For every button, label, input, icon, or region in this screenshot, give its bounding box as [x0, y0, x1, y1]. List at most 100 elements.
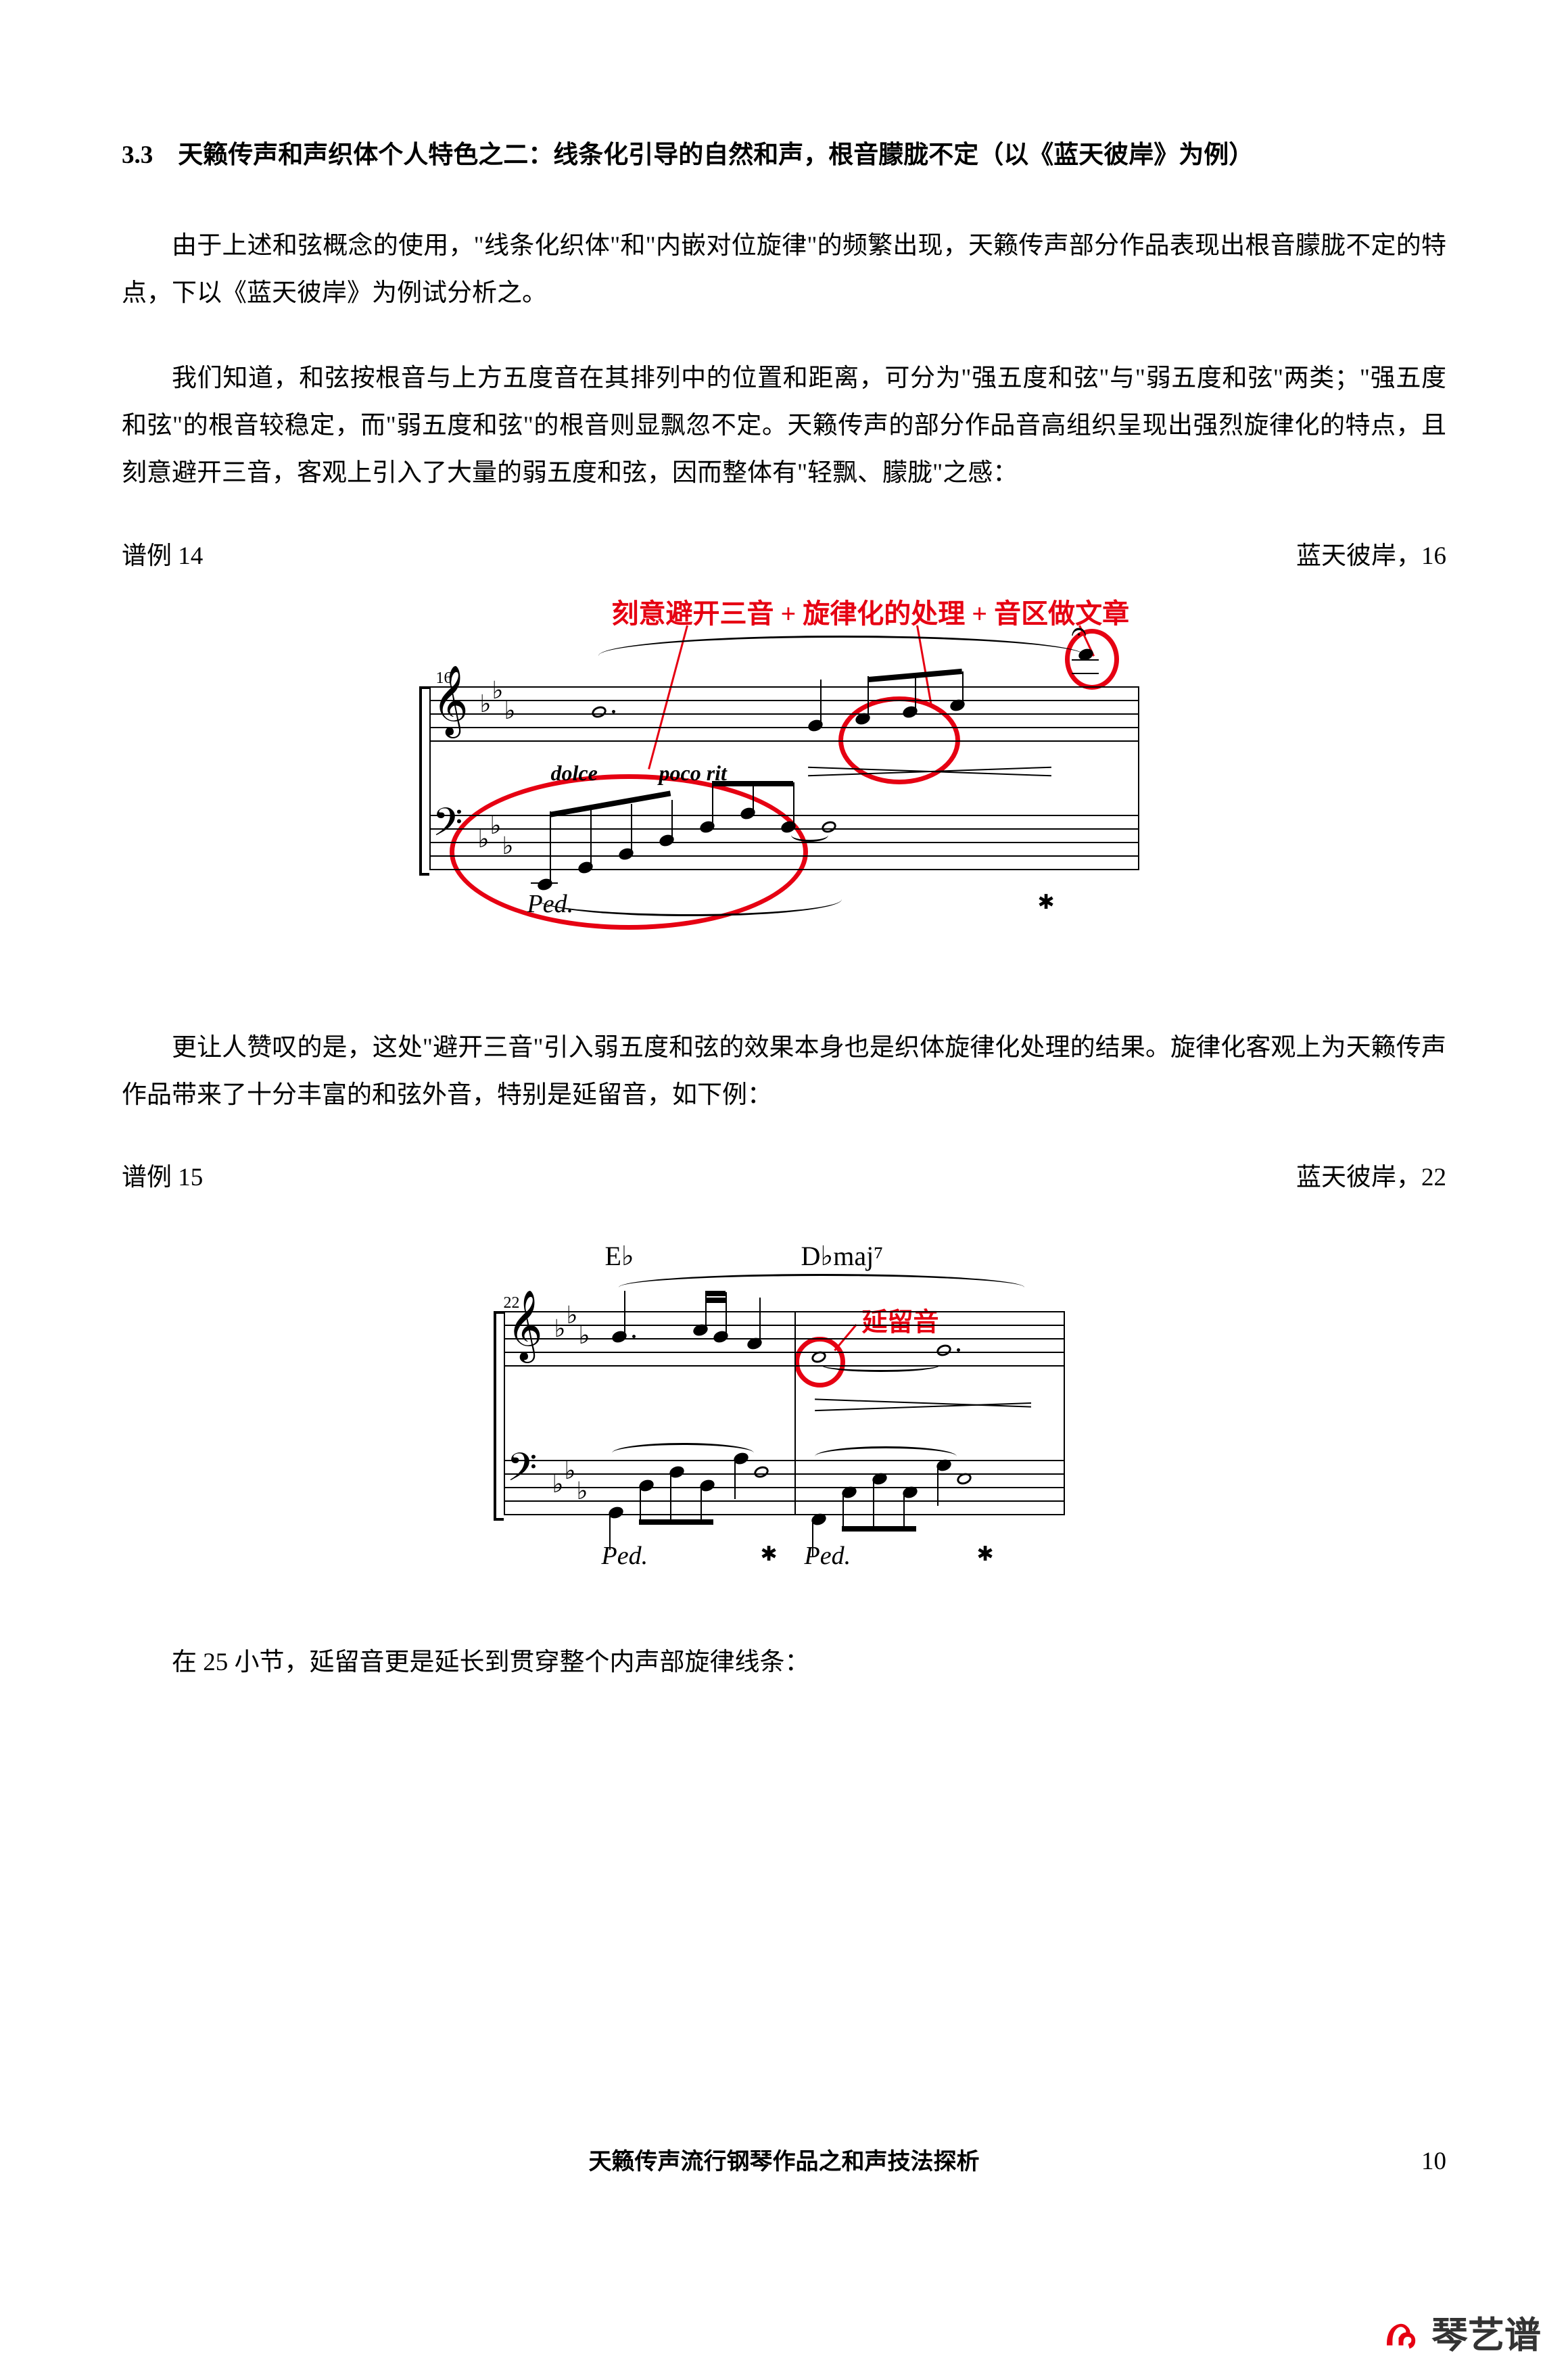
stem — [734, 1458, 736, 1499]
dot — [957, 1348, 960, 1352]
staff-line — [429, 700, 1139, 701]
section-number: 3.3 — [122, 141, 153, 169]
stem — [820, 680, 822, 724]
music-example-15: E♭ D♭maj⁷ 延留音 22 — [122, 1213, 1446, 1585]
bass-clef-icon: 𝄢 — [507, 1446, 538, 1500]
beam — [639, 1519, 713, 1525]
paragraph-3: 更让人赞叹的是，这处"避开三音"引入弱五度和弦的效果本身也是织体旋律化处理的结果… — [122, 1024, 1446, 1120]
key-signature-flat: ♭ — [577, 1477, 588, 1505]
key-signature-flat: ♭ — [504, 696, 516, 725]
staff-line — [429, 740, 1139, 742]
stem — [624, 1291, 625, 1335]
page-number: 10 — [1421, 2147, 1446, 2176]
stem — [712, 782, 713, 825]
pedal-mark: Ped. — [602, 1541, 648, 1571]
stem — [759, 1298, 761, 1342]
logo-text: 琴艺谱 — [1431, 2305, 1541, 2358]
example-14-source: 蓝天彼岸，16 — [1296, 535, 1446, 571]
note — [752, 1465, 769, 1480]
key-signature-flat: ♭ — [502, 832, 514, 860]
staff-line — [504, 1460, 1065, 1461]
staff-line — [504, 1365, 1065, 1367]
staff-bracket — [494, 1311, 504, 1521]
bass-staff-15: 𝄢 ♭ ♭ ♭ — [504, 1460, 1065, 1527]
note — [934, 1343, 952, 1358]
example-15-header: 谱例 15 蓝天彼岸，22 — [122, 1156, 1446, 1193]
section-heading: 3.3 天籁传声和声织体个人特色之二：线条化引导的自然和声，根音朦胧不定（以《蓝… — [122, 135, 1446, 175]
treble-clef-icon: 𝄞 — [433, 666, 469, 736]
treble-staff: 𝄞 ♭ ♭ ♭ — [429, 686, 1139, 754]
tie — [822, 1358, 940, 1372]
staff-line — [429, 815, 1139, 816]
treble-clef-icon: 𝄞 — [507, 1291, 543, 1361]
chord-symbol-dbmaj7: D♭maj⁷ — [801, 1240, 884, 1272]
key-signature-flat: ♭ — [565, 1456, 576, 1485]
music-score-15: E♭ D♭maj⁷ 延留音 22 — [504, 1213, 1065, 1585]
key-signature-flat: ♭ — [567, 1301, 578, 1329]
hairpin-dim-bottom — [815, 1402, 1031, 1411]
bass-staff: 𝄢 ♭ ♭ ♭ — [429, 815, 1139, 882]
annotation-text-14: 刻意避开三音 + 旋律化的处理 + 音区做文章 — [612, 592, 1130, 631]
logo-icon — [1377, 2308, 1425, 2356]
grand-staff-15: 𝄞 ♭ ♭ ♭ — [504, 1311, 1065, 1527]
example-14-label: 谱例 14 — [122, 535, 203, 571]
chord-symbol-eb: E♭ — [605, 1240, 634, 1272]
stem — [873, 1479, 874, 1529]
stem — [670, 1472, 671, 1523]
key-signature-flat: ♭ — [552, 1470, 564, 1498]
beam — [842, 1526, 916, 1532]
staff-line — [429, 727, 1139, 728]
pedal-release-icon: ✱ — [977, 1542, 994, 1566]
barline — [1064, 1311, 1065, 1514]
stem — [753, 782, 754, 811]
staff-line — [429, 686, 1139, 688]
section-title: 天籁传声和声织体个人特色之二：线条化引导的自然和声，根音朦胧不定（以《蓝天彼岸》… — [178, 141, 1254, 169]
staff-line — [429, 842, 1139, 843]
dynamic-dolce: dolce — [551, 761, 598, 786]
grand-staff-14: 𝄞 ♭ ♭ ♭ — [429, 686, 1139, 882]
key-signature-flat: ♭ — [579, 1321, 590, 1350]
ledger-line — [1072, 673, 1099, 674]
stem — [915, 674, 916, 710]
pedal-mark: Ped. — [805, 1541, 851, 1571]
bass-slur — [538, 882, 842, 916]
stem — [937, 1465, 939, 1506]
dot — [632, 1335, 636, 1338]
slur — [598, 636, 1085, 676]
staff-line — [429, 855, 1139, 857]
pedal-release-icon: ✱ — [761, 1542, 778, 1566]
staff-line — [504, 1514, 1065, 1515]
stem — [962, 671, 964, 703]
beam — [550, 790, 671, 817]
pedal-mark: Ped. — [527, 889, 574, 919]
ledger-line — [531, 882, 558, 884]
example-15-label: 谱例 15 — [122, 1156, 203, 1193]
music-score-14: 刻意避开三音 + 旋律化的处理 + 音区做文章 16 — [429, 592, 1139, 977]
stem — [903, 1492, 905, 1529]
stem — [671, 800, 673, 838]
document-page: 3.3 天籁传声和声织体个人特色之二：线条化引导的自然和声，根音朦胧不定（以《蓝… — [0, 0, 1568, 2372]
note — [610, 1329, 627, 1345]
treble-staff-15: 𝄞 ♭ ♭ ♭ — [504, 1311, 1065, 1379]
key-signature-flat: ♭ — [490, 811, 502, 840]
note — [657, 832, 675, 848]
stem — [640, 1486, 641, 1523]
staff-line — [504, 1311, 1065, 1312]
stem — [700, 1486, 702, 1523]
stem — [868, 676, 869, 717]
key-signature-flat: ♭ — [478, 825, 490, 853]
staff-line — [504, 1473, 1065, 1475]
dot — [612, 710, 615, 713]
key-signature-flat: ♭ — [480, 690, 492, 718]
key-signature-flat: ♭ — [554, 1314, 566, 1343]
tie — [791, 828, 828, 842]
example-14-header: 谱例 14 蓝天彼岸，16 — [122, 535, 1446, 571]
stem — [590, 808, 592, 865]
paragraph-2: 我们知道，和弦按根音与上方五度音在其排列中的位置和距离，可分为"强五度和弦"与"… — [122, 355, 1446, 498]
staff-line — [429, 713, 1139, 715]
barline — [794, 1311, 796, 1514]
pedal-release-icon: ✱ — [1038, 891, 1055, 914]
slur — [619, 1274, 1024, 1301]
example-15-source: 蓝天彼岸，22 — [1296, 1156, 1446, 1193]
music-example-14: 刻意避开三音 + 旋律化的处理 + 音区做文章 16 — [122, 592, 1446, 977]
